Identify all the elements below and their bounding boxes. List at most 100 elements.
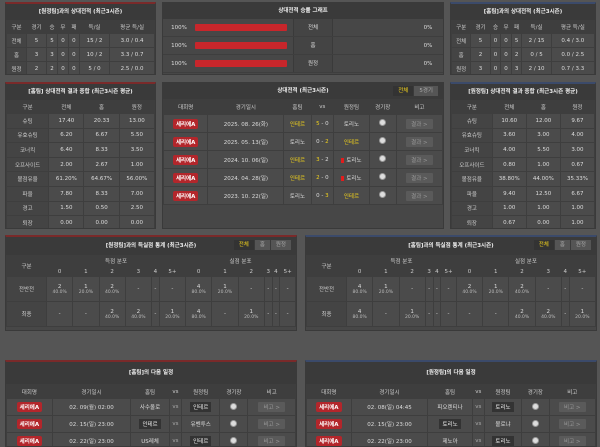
result-button[interactable]: 결과 > <box>406 172 433 183</box>
note-button[interactable]: 비고 > <box>258 419 285 429</box>
stadium-cell <box>368 150 397 169</box>
match-row: 세리에A 2023. 10. 22(일) 토리노 0 - 3 인테르 결과 > <box>163 186 443 205</box>
home-team[interactable]: 토리노 <box>283 132 312 151</box>
column-header: 원정팀 <box>333 99 370 115</box>
table-cell: - <box>482 301 510 327</box>
away-team-name[interactable]: 토리노 <box>343 121 360 128</box>
table-cell: - <box>72 301 100 327</box>
home-team[interactable]: US레체 <box>141 439 159 445</box>
tab-away[interactable]: 원정 <box>570 240 591 250</box>
tab-all[interactable]: 전체 <box>233 240 254 250</box>
league-cell: 세리에A <box>6 432 53 446</box>
stadium-icon[interactable] <box>379 155 387 162</box>
stadium-icon[interactable] <box>531 436 539 444</box>
table-cell: 5 <box>470 33 491 48</box>
table-cell: 2 40.0% <box>508 301 536 327</box>
stadium-icon[interactable] <box>531 419 539 427</box>
percent: 80.0% <box>191 289 206 295</box>
column-header: 구분 <box>6 255 47 277</box>
goal-count-header: 5+ <box>440 266 457 277</box>
tab-all[interactable]: 전체 <box>533 240 554 250</box>
header-row: 0 1 2 3 4 5+ 0 1 2 3 4 5+ <box>307 266 596 277</box>
away-team[interactable]: 인테르 <box>190 436 212 446</box>
away-score: 2 <box>325 156 329 163</box>
league-badge[interactable]: 세리에A <box>16 402 43 412</box>
tab-5-games[interactable]: 5경기 <box>414 86 438 96</box>
stadium-icon[interactable] <box>379 119 387 126</box>
league-badge[interactable]: 세리에A <box>316 419 342 429</box>
tab-home[interactable]: 홈 <box>254 240 270 250</box>
stadium-icon[interactable] <box>230 419 238 427</box>
result-button[interactable]: 결과 > <box>406 154 433 165</box>
away-team[interactable]: 볼로냐 <box>495 422 511 428</box>
away-team[interactable]: 인테르 <box>190 402 212 412</box>
tab-home[interactable]: 홈 <box>554 240 570 250</box>
home-team[interactable]: 인테르 <box>283 168 312 187</box>
home-team[interactable]: 토리노 <box>439 419 461 429</box>
count: - <box>411 286 414 292</box>
result-button[interactable]: 결과 > <box>406 136 433 147</box>
row-label: 파울 <box>451 185 493 202</box>
note-button[interactable]: 비고 > <box>258 436 285 446</box>
home-team[interactable]: 인테르 <box>283 150 312 169</box>
league-badge[interactable]: 세리에A <box>16 419 43 429</box>
league-badge[interactable]: 세리에A <box>172 190 199 201</box>
count: 2 <box>136 308 141 315</box>
count: - <box>468 311 471 317</box>
count: 1 <box>223 283 227 290</box>
stadium-icon[interactable] <box>531 402 539 410</box>
tab-all[interactable]: 전체 <box>393 86 414 96</box>
result-button[interactable]: 결과 > <box>406 118 433 129</box>
away-team-name[interactable]: 인테르 <box>343 193 360 200</box>
table-cell: 5 <box>510 33 523 48</box>
league-badge[interactable]: 세리에A <box>316 436 342 446</box>
tab-away[interactable]: 원정 <box>270 240 291 250</box>
stadium-icon[interactable] <box>379 173 387 180</box>
red-card-icon <box>341 175 345 181</box>
away-h2h-panel: [원정팀]과의 상대전적 (최근3시즌) 구분 경기 승 무 패 득/실 평균 득/실 전체 5… <box>5 2 156 75</box>
away-team: 토리노 <box>333 168 370 187</box>
table-cell: 0 <box>67 61 80 74</box>
away-team-name[interactable]: 인테르 <box>343 139 360 146</box>
result-cell: 결과 > <box>395 150 443 169</box>
table-row: 퇴장 0.00 0.00 0.00 <box>6 215 155 228</box>
away-team-name[interactable]: 토리노 <box>346 157 362 164</box>
away-team[interactable]: 토리노 <box>492 402 514 412</box>
home-team[interactable]: 인테르 <box>283 114 312 133</box>
row-label: 오프사이드 <box>6 156 50 173</box>
table-row: 경고 1.00 1.00 1.00 <box>451 200 595 217</box>
result-button[interactable]: 결과 > <box>406 190 433 201</box>
home-score: 0 <box>316 192 320 199</box>
count: 1 <box>580 308 585 315</box>
away-team-cell: 인테르 <box>181 432 221 446</box>
league-badge[interactable]: 세리에A <box>316 402 342 412</box>
league-badge[interactable]: 세리에A <box>16 436 43 446</box>
league-badge[interactable]: 세리에A <box>172 154 199 165</box>
home-team[interactable]: 토리노 <box>283 186 312 205</box>
note-button[interactable]: 비고 > <box>559 436 586 446</box>
count: - <box>581 286 584 292</box>
home-team[interactable]: 인테르 <box>139 419 161 429</box>
note-button[interactable]: 비고 > <box>559 402 586 412</box>
home-team[interactable]: 제노아 <box>442 439 458 445</box>
away-team[interactable]: 유벤투스 <box>190 422 211 428</box>
stadium-icon[interactable] <box>230 402 238 410</box>
away-team[interactable]: 토리노 <box>492 436 514 446</box>
table-cell: 1.00 <box>525 156 561 173</box>
header-row: 0 1 2 3 4 5+ 0 1 2 3 4 5+ <box>7 266 296 277</box>
league-badge[interactable]: 세리에A <box>172 172 199 183</box>
red-card-icon <box>341 157 345 163</box>
league-badge[interactable]: 세리에A <box>172 118 199 129</box>
stadium-icon[interactable] <box>379 137 387 144</box>
stadium-icon[interactable] <box>230 436 238 444</box>
note-button[interactable]: 비고 > <box>258 402 285 412</box>
table-cell: 4.00 <box>491 142 527 158</box>
stadium-icon[interactable] <box>379 191 387 198</box>
league-badge[interactable]: 세리에A <box>172 136 199 147</box>
away-team-name[interactable]: 토리노 <box>346 175 362 182</box>
home-team[interactable]: 사수올로 <box>139 405 161 411</box>
home-team[interactable]: 피오렌티나 <box>437 405 463 411</box>
league-cell: 세리에A <box>306 432 352 446</box>
note-button[interactable]: 비고 > <box>559 419 586 429</box>
table-cell: 0.80 <box>491 156 527 173</box>
